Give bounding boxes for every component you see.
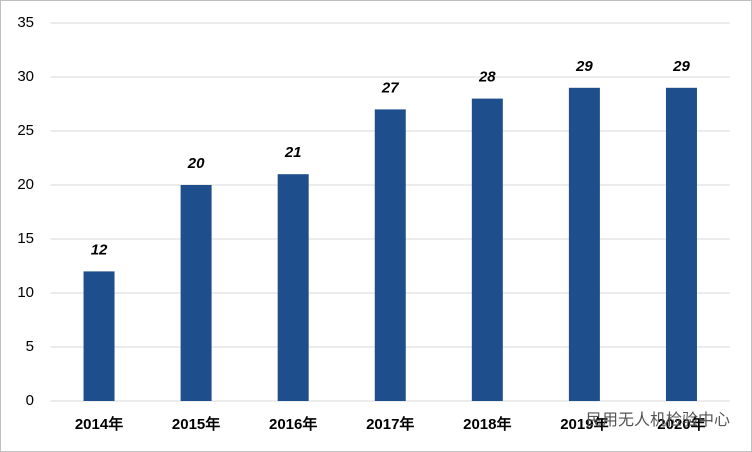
value-label: 21 (284, 144, 302, 161)
bar (568, 87, 600, 402)
value-label: 20 (187, 155, 205, 172)
y-tick-label: 25 (17, 122, 34, 139)
y-tick-label: 0 (26, 392, 34, 409)
x-tick-label: 2019年 (560, 415, 608, 433)
x-tick-label: 2020年 (657, 415, 705, 433)
watermark: 民用无人机检验中心 (586, 411, 730, 429)
value-label: 12 (91, 241, 108, 258)
value-label: 29 (575, 58, 593, 75)
bar (374, 109, 406, 402)
x-tick-label: 2018年 (463, 415, 511, 433)
y-tick-label: 15 (17, 230, 34, 247)
x-tick-label: 2015年 (172, 415, 220, 433)
y-tick-label: 10 (17, 284, 34, 301)
x-tick-label: 2017年 (366, 415, 414, 433)
value-label: 29 (672, 58, 690, 75)
x-tick-label: 2016年 (269, 415, 317, 433)
y-tick-label: 30 (17, 68, 34, 85)
y-tick-label: 20 (17, 176, 34, 193)
bar (471, 98, 503, 401)
y-tick-label: 35 (17, 14, 34, 31)
value-label: 27 (381, 79, 399, 96)
x-tick-label: 2014年 (75, 415, 123, 433)
bar (665, 87, 697, 402)
bar (180, 185, 212, 401)
value-label: 28 (478, 69, 496, 86)
y-tick-label: 5 (26, 338, 34, 355)
bar (277, 174, 309, 401)
bar (83, 271, 115, 401)
